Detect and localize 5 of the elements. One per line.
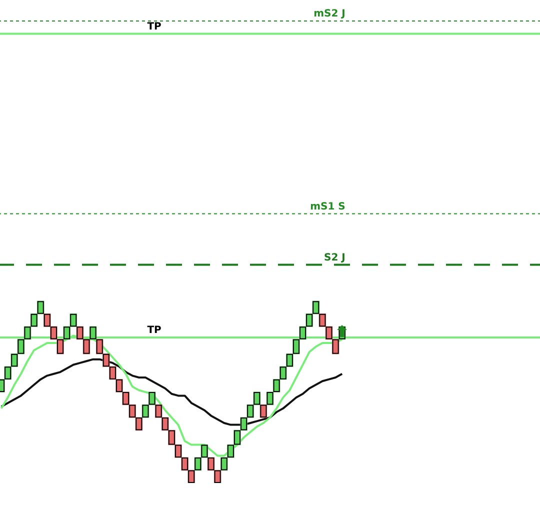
ref-line-label: mS2 J — [314, 8, 346, 20]
ref-line-label: mS1 S — [310, 201, 346, 212]
ref-line-label: S2 J — [324, 252, 346, 264]
ref-line-label: TP — [147, 325, 162, 336]
ref-line-label: TP — [147, 21, 162, 32]
